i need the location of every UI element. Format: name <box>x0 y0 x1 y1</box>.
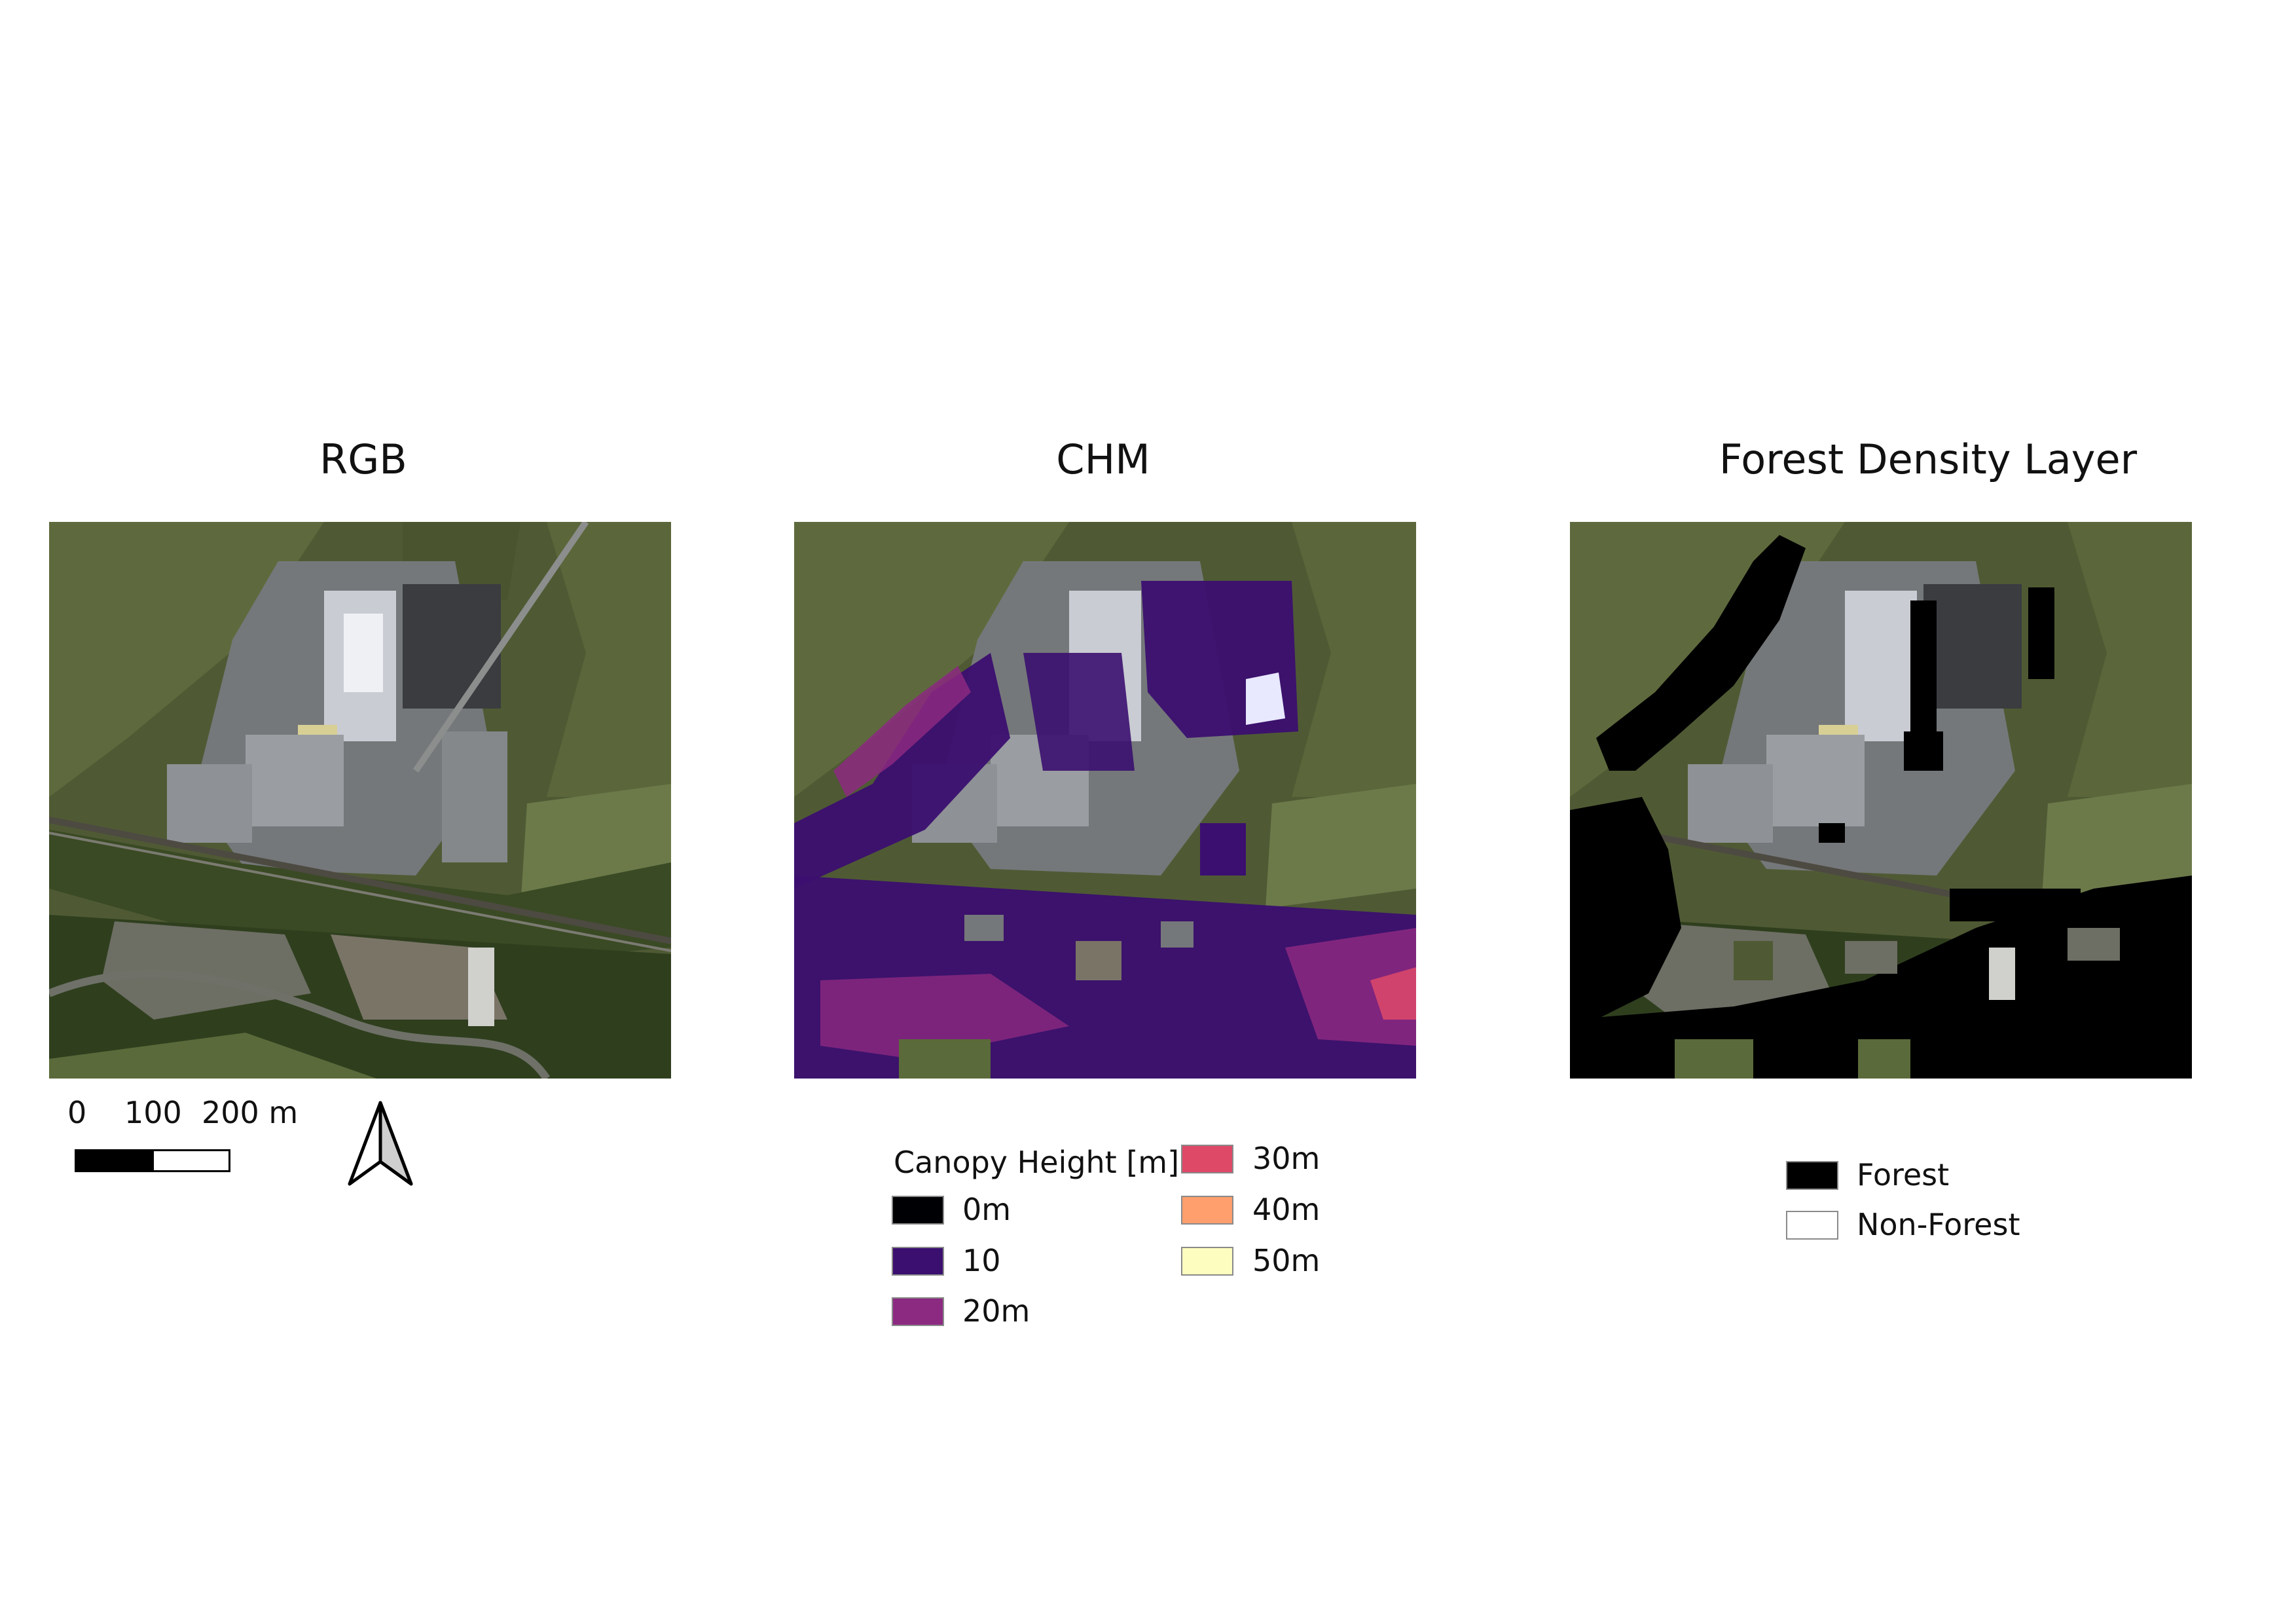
chm-legend-swatch-20m <box>892 1297 944 1326</box>
forest-density-map[interactable] <box>1570 522 2192 1079</box>
chm-canopy-height-map[interactable] <box>794 522 1416 1079</box>
chm-legend-label-40m: 40m <box>1252 1192 1321 1227</box>
forest-legend-label-forest: Forest <box>1857 1157 1950 1192</box>
chm-canopy-image <box>794 522 1416 1079</box>
chm-panel-title: CHM <box>1056 435 1150 483</box>
forest-legend-swatch-forest <box>1786 1161 1838 1190</box>
forest-density-image <box>1570 522 2192 1079</box>
chm-legend-swatch-0m <box>892 1196 944 1225</box>
rgb-aerial-map[interactable] <box>49 522 671 1079</box>
chm-legend-swatch-30m <box>1181 1145 1233 1173</box>
scalebar <box>75 1149 230 1172</box>
chm-legend-label-20m: 20m <box>962 1293 1030 1329</box>
north-arrow-icon <box>346 1100 415 1189</box>
chm-legend-label-0m: 0m <box>962 1192 1011 1227</box>
chm-legend-swatch-10 <box>892 1247 944 1276</box>
rgb-panel-title: RGB <box>319 435 407 483</box>
scalebar-label-0: 0 <box>67 1095 87 1130</box>
forest-legend-swatch-non-forest <box>1786 1211 1838 1240</box>
scalebar-black-segment <box>77 1151 154 1170</box>
chm-legend-label-50m: 50m <box>1252 1243 1321 1278</box>
chm-legend-swatch-40m <box>1181 1196 1233 1225</box>
chm-legend-label-10: 10 <box>962 1243 1001 1278</box>
forest-density-panel-title: Forest Density Layer <box>1719 435 2138 483</box>
scalebar-label-200: 200 m <box>202 1095 299 1130</box>
chm-legend-label-30m: 30m <box>1252 1141 1321 1176</box>
chm-legend-swatch-50m <box>1181 1247 1233 1276</box>
scalebar-white-segment <box>154 1151 228 1170</box>
rgb-aerial-image <box>49 522 671 1079</box>
scalebar-label-100: 100 <box>124 1095 182 1130</box>
chm-legend-title: Canopy Height [m] <box>894 1145 1180 1180</box>
forest-legend-label-non-forest: Non-Forest <box>1857 1207 2020 1242</box>
